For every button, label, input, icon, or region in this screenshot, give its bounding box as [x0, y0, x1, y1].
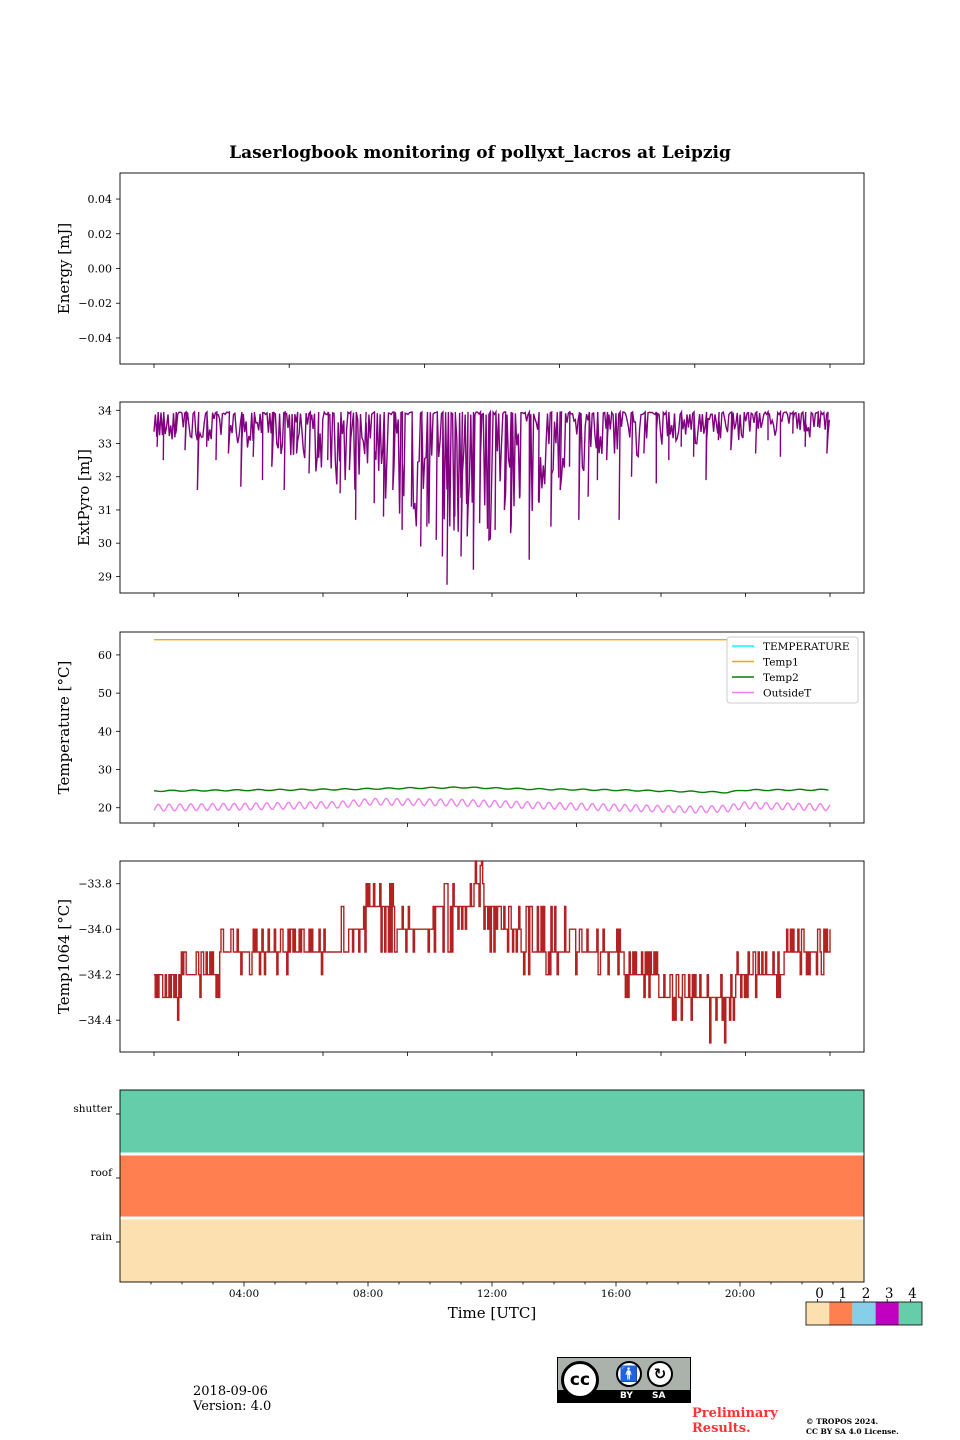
colorbar-tick-label: 3 [885, 1286, 894, 1302]
legend-label: Temp2 [763, 672, 799, 684]
legend-box [726, 636, 859, 704]
ytick-label-energy: 0.04 [88, 193, 113, 206]
xtick-label: 04:00 [229, 1288, 259, 1300]
preliminary-line-2: Results. [692, 1421, 751, 1436]
ytick-label-temperature: 40 [98, 725, 112, 738]
ytick-label-energy: −0.02 [78, 297, 112, 310]
colorbar-cell [806, 1302, 830, 1325]
ytick-label-temperature: 60 [98, 649, 112, 662]
copyright-line-1: © TROPOS 2024. [806, 1417, 879, 1426]
ytick-label-extpyro: 34 [98, 404, 112, 417]
attribution-icon: 🚹 [616, 1361, 642, 1387]
ytick-label-extpyro: 31 [98, 504, 112, 517]
date-label: 2018-09-06 [193, 1384, 268, 1399]
ytick-label-temperature: 20 [98, 802, 112, 815]
ytick-label-energy: 0.02 [88, 228, 113, 241]
ylabel-temp1064: Temp1064 [°C] [55, 899, 73, 1014]
copyright-line-2: CC BY SA 4.0 License. [806, 1427, 899, 1436]
status-row-rain [120, 1218, 864, 1282]
temp2-series-line [153, 786, 829, 794]
ytick-label-extpyro: 29 [98, 570, 112, 583]
ytick-label-temp1064: −34.2 [78, 969, 112, 982]
ytick-label-extpyro: 30 [98, 537, 112, 550]
ytick-label-temp1064: −33.8 [78, 878, 112, 891]
xtick-label: 08:00 [353, 1288, 383, 1300]
legend-label: OutsideT [763, 688, 811, 700]
ytick-label-temperature: 50 [98, 687, 112, 700]
temp1064-series-line [154, 860, 831, 1044]
ylabel-temperature: Temperature [°C] [55, 661, 73, 795]
cc-license-badge: cc 🚹 ↻ BY SA [557, 1357, 691, 1403]
xtick-label: 20:00 [725, 1288, 755, 1300]
ytick-label-extpyro: 33 [98, 438, 112, 451]
colorbar-tick-label: 2 [862, 1286, 871, 1302]
status-row-shutter [120, 1090, 864, 1154]
outsidet-series-line [153, 797, 831, 814]
version-label: Version: 4.0 [193, 1399, 272, 1414]
colorbar-cell [852, 1302, 876, 1325]
ytick-label-extpyro: 32 [98, 471, 112, 484]
preliminary-line-1: Preliminary [692, 1406, 778, 1421]
ytick-label-temp1064: −34.4 [78, 1014, 112, 1027]
xtick-label: 12:00 [477, 1288, 507, 1300]
axes-frame-energy [119, 172, 865, 365]
extpyro-series-line [153, 409, 831, 585]
cc-icon: cc [561, 1361, 599, 1399]
status-label-rain: rain [91, 1231, 113, 1243]
colorbar-tick-label: 0 [815, 1286, 824, 1302]
sa-label: SA [652, 1391, 666, 1401]
legend-label: Temp1 [763, 657, 799, 669]
ytick-label-energy: 0.00 [88, 263, 113, 276]
xlabel: Time [UTC] [448, 1304, 537, 1322]
colorbar-tick-label: 4 [908, 1286, 917, 1302]
ylabel-energy: Energy [mJ] [55, 223, 73, 314]
xtick-label: 16:00 [601, 1288, 631, 1300]
status-row-roof [120, 1154, 864, 1218]
colorbar-cell [829, 1302, 853, 1325]
status-label-roof: roof [90, 1167, 113, 1179]
figure-title: Laserlogbook monitoring of pollyxt_lacro… [229, 143, 731, 163]
ytick-label-temp1064: −34.0 [78, 923, 112, 936]
status-label-shutter: shutter [73, 1103, 113, 1115]
share-alike-icon: ↻ [647, 1361, 673, 1387]
ytick-label-temperature: 30 [98, 764, 112, 777]
ylabel-extpyro: ExtPyro [mJ] [75, 449, 93, 546]
colorbar-cell [898, 1302, 922, 1325]
legend-label: TEMPERATURE [763, 641, 850, 653]
by-label: BY [620, 1391, 633, 1401]
colorbar-cell [875, 1302, 899, 1325]
colorbar-tick-label: 1 [839, 1286, 848, 1302]
ytick-label-energy: −0.04 [78, 332, 112, 345]
